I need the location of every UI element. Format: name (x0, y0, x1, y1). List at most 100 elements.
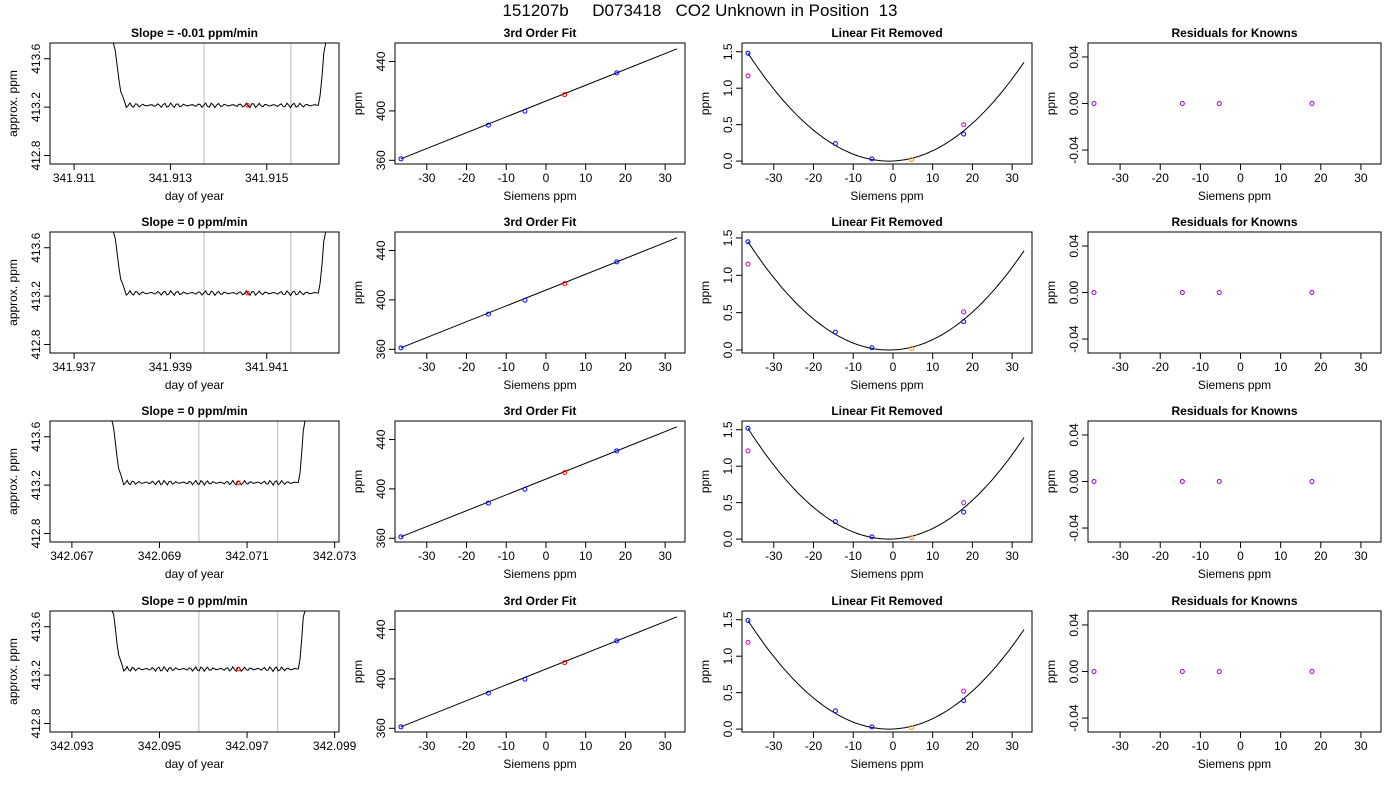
x-tick-label: 10 (1274, 171, 1288, 185)
fit-curve (747, 428, 1025, 540)
chart-title: Linear Fit Removed (831, 594, 942, 608)
y-tick-label: -0.04 (1067, 325, 1081, 353)
y-tick-label: -0.04 (1067, 136, 1081, 164)
x-tick-label: -30 (1111, 549, 1129, 563)
x-tick-label: 20 (966, 549, 980, 563)
unknown-point (909, 725, 915, 731)
y-tick-label: 360 (374, 718, 388, 738)
x-tick-label: 0 (890, 549, 897, 563)
chart-panel-1-3: Linear Fit Removed Siemens ppm ppm -30 -20 -1… (698, 26, 1033, 203)
residual-point (1179, 669, 1185, 674)
chart-panel-2-3: Linear Fit Removed Siemens ppm ppm -30 -20 -1… (698, 215, 1033, 392)
chart-panel-4-1: Slope = 0 ppm/min day of year approx. ppm 3… (6, 594, 357, 771)
chart-panel-2-1: Slope = 0 ppm/min day of year approx. ppm 3… (6, 215, 340, 392)
x-tick-label: 0 (543, 171, 550, 185)
unknown-point (562, 281, 568, 287)
residual-point (1091, 479, 1097, 484)
y-axis-label: ppm (698, 660, 712, 683)
x-tick-label: 20 (619, 360, 633, 374)
x-tick-label: -30 (418, 171, 436, 185)
x-tick-label: 30 (1354, 739, 1368, 753)
y-axis-label: ppm (1044, 660, 1058, 683)
y-tick-label: 400 (374, 101, 388, 121)
y-axis-label: ppm (351, 281, 365, 304)
x-axis-label: Siemens ppm (1198, 567, 1271, 581)
raw-point (961, 122, 967, 128)
y-tick-label: -0.04 (1067, 514, 1081, 542)
chart-title: Residuals for Knowns (1171, 26, 1297, 40)
x-tick-label: 10 (579, 739, 593, 753)
x-tick-label: 341.911 (53, 171, 96, 185)
x-axis-label: day of year (165, 189, 224, 203)
chart-title: 3rd Order Fit (504, 26, 577, 40)
known-point (522, 676, 528, 682)
plot-frame (741, 231, 1033, 354)
known-point (485, 311, 491, 317)
y-tick-label: 0.04 (1067, 234, 1081, 258)
unknown-point (562, 660, 568, 666)
x-tick-label: 0 (1237, 171, 1244, 185)
x-tick-label: -20 (458, 171, 476, 185)
residual-point (1216, 101, 1222, 106)
x-tick-label: -30 (765, 171, 783, 185)
fit-line (400, 616, 678, 728)
x-tick-label: 30 (1005, 360, 1019, 374)
x-tick-label: 30 (658, 549, 672, 563)
x-tick-label: -30 (765, 360, 783, 374)
x-axis-label: Siemens ppm (1198, 378, 1271, 392)
x-tick-label: -10 (498, 360, 516, 374)
fit-line (400, 426, 678, 538)
x-axis-label: Siemens ppm (503, 378, 576, 392)
plot-frame (1087, 610, 1382, 733)
known-point (869, 156, 875, 162)
y-tick-label: 412.8 (29, 140, 43, 170)
y-axis-label: ppm (1044, 92, 1058, 115)
residual-point (1216, 479, 1222, 484)
x-tick-label: 10 (926, 549, 940, 563)
x-tick-label: 10 (926, 171, 940, 185)
x-tick-label: 341.937 (52, 360, 96, 374)
known-point (832, 519, 838, 525)
plot-frame (394, 610, 686, 733)
known-point (398, 724, 404, 730)
raw-point (961, 309, 967, 315)
y-tick-label: 1.0 (721, 80, 735, 97)
chart-panel-3-4: Residuals for Knowns Siemens ppm ppm -30 -20… (1044, 404, 1382, 581)
y-tick-label: 413.6 (29, 611, 43, 641)
raw-point (745, 448, 751, 454)
x-tick-label: 10 (579, 360, 593, 374)
y-axis-label: approx. ppm (6, 70, 20, 137)
residual-point (1179, 101, 1185, 106)
x-tick-label: -10 (1192, 549, 1210, 563)
x-tick-label: 20 (619, 171, 633, 185)
chart-panel-1-2: 3rd Order Fit Siemens ppm ppm -30 -20 -10 0 10 2… (351, 26, 686, 203)
chart-panel-2-2: 3rd Order Fit Siemens ppm ppm -30 -20 -10 0 10 2… (351, 215, 686, 392)
x-tick-label: -20 (805, 739, 823, 753)
chart-title: Residuals for Knowns (1171, 404, 1297, 418)
chart-panel-1-1: Slope = -0.01 ppm/min day of year approx. … (6, 26, 340, 203)
y-tick-label: 440 (374, 619, 388, 639)
x-tick-label: 0 (890, 360, 897, 374)
unknown-point (562, 92, 568, 98)
known-point (832, 141, 838, 147)
y-tick-label: 412.8 (29, 329, 43, 359)
chart-title: 3rd Order Fit (504, 215, 577, 229)
plot-frame (49, 610, 340, 733)
x-tick-label: -20 (805, 171, 823, 185)
known-point (869, 724, 875, 730)
known-point (745, 425, 751, 431)
chart-title: Residuals for Knowns (1171, 215, 1297, 229)
x-tick-label: 30 (1354, 360, 1368, 374)
residual-point (1091, 290, 1097, 295)
x-tick-label: 20 (1314, 549, 1328, 563)
x-tick-label: 30 (1005, 549, 1019, 563)
y-tick-label: 0.0 (721, 152, 735, 169)
y-tick-label: 0.04 (1067, 613, 1081, 637)
y-tick-label: 0.0 (721, 720, 735, 737)
y-axis-label: ppm (351, 660, 365, 683)
y-tick-label: 1.5 (721, 421, 735, 438)
x-axis-label: Siemens ppm (503, 189, 576, 203)
x-axis-label: Siemens ppm (850, 378, 923, 392)
x-axis-label: Siemens ppm (850, 567, 923, 581)
residual-point (1309, 479, 1315, 484)
